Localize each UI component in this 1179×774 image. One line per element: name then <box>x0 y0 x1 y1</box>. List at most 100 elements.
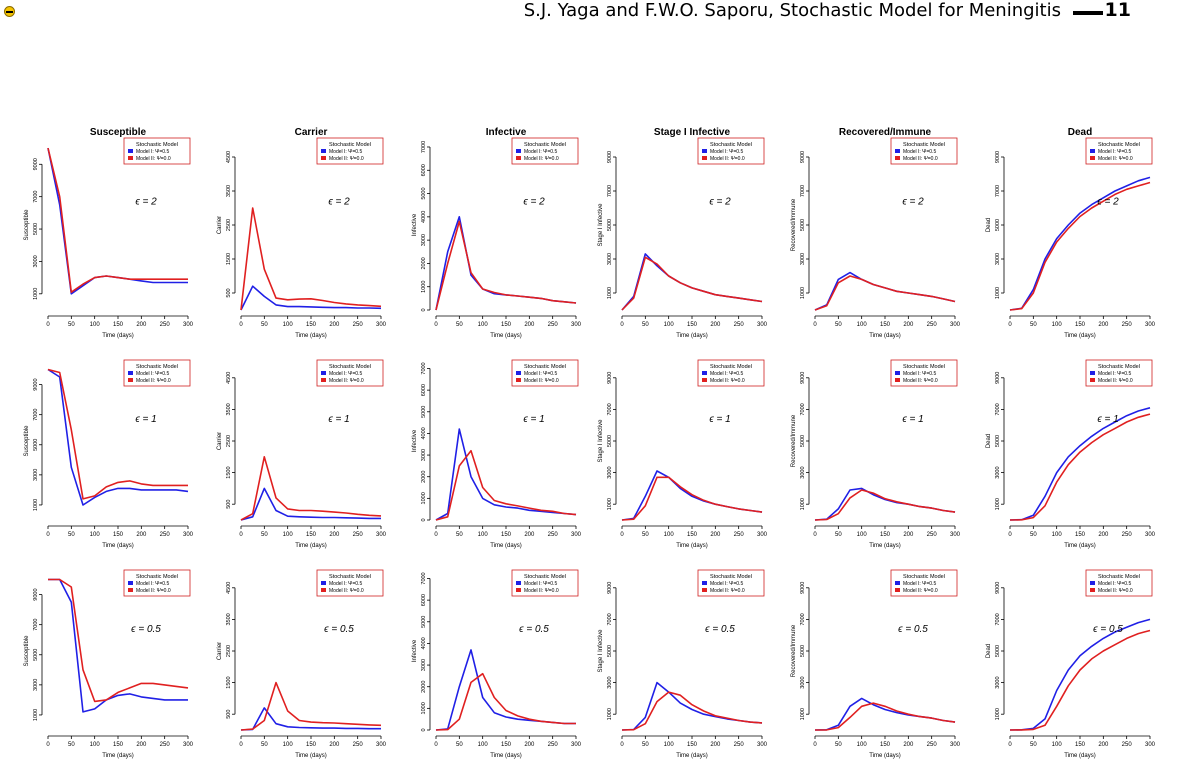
y-tick-label: 4000 <box>421 637 427 649</box>
column-title: Susceptible <box>90 127 147 138</box>
y-tick-label: 0 <box>421 308 427 311</box>
legend-entry: Model I: Ψ=0.5 <box>710 581 743 587</box>
y-axis-label: Carrier <box>217 642 223 660</box>
y-tick-label: 7000 <box>607 185 613 197</box>
y-tick-label: 1000 <box>995 498 1001 510</box>
column-title: Carrier <box>295 127 328 138</box>
legend-swatch-model-i <box>1090 371 1095 375</box>
legend-entry: Model I: Ψ=0.5 <box>903 371 936 377</box>
y-tick-label: 5000 <box>607 435 613 447</box>
epsilon-label: ϵ = 0.5 <box>519 624 549 635</box>
header-rule <box>1073 11 1103 15</box>
x-tick-label: 100 <box>478 322 489 328</box>
y-tick-label: 5000 <box>421 406 427 418</box>
series-line-model-ii <box>48 578 189 703</box>
legend-entry: Model II: Ψ=0.0 <box>524 588 559 594</box>
y-tick-label: 7000 <box>421 362 427 374</box>
x-tick-label: 250 <box>160 742 171 748</box>
legend-entry: Model I: Ψ=0.5 <box>1098 371 1131 377</box>
legend-box <box>697 569 765 597</box>
y-tick-label: 3000 <box>607 676 613 688</box>
legend-swatch-model-i <box>895 581 900 585</box>
legend-title: Stochastic Model <box>136 574 178 580</box>
x-tick-label: 0 <box>813 322 817 328</box>
legend-box <box>123 137 191 165</box>
legend-title: Stochastic Model <box>524 364 566 370</box>
x-tick-label: 250 <box>160 532 171 538</box>
y-tick-label: 0 <box>421 728 427 731</box>
x-tick-label: 300 <box>183 742 194 748</box>
x-tick-label: 150 <box>113 322 124 328</box>
y-tick-label: 5000 <box>421 616 427 628</box>
legend-entry: Model II: Ψ=0.0 <box>710 156 745 162</box>
legend-swatch-model-i <box>321 371 326 375</box>
x-tick-label: 200 <box>329 532 340 538</box>
x-tick-label: 200 <box>710 742 721 748</box>
legend-swatch-model-i <box>516 581 521 585</box>
x-tick-label: 150 <box>880 322 891 328</box>
epsilon-label: ϵ = 2 <box>709 197 731 208</box>
series-line-model-i <box>1009 407 1151 521</box>
x-tick-label: 150 <box>113 742 124 748</box>
epsilon-label: ϵ = 1 <box>328 414 349 425</box>
x-tick-label: 250 <box>353 742 364 748</box>
series-line-model-i <box>1009 176 1151 311</box>
legend-entry: Model II: Ψ=0.0 <box>329 588 364 594</box>
legend-entry: Model I: Ψ=0.5 <box>710 371 743 377</box>
legend-title: Stochastic Model <box>903 142 945 148</box>
y-tick-label: 1000 <box>607 287 613 299</box>
x-tick-label: 0 <box>813 532 817 538</box>
series-line-model-i <box>435 428 577 521</box>
legend-entry: Model I: Ψ=0.5 <box>1098 581 1131 587</box>
x-tick-label: 200 <box>136 742 147 748</box>
series-line-model-ii <box>240 681 382 731</box>
x-tick-label: 100 <box>1052 742 1063 748</box>
legend-swatch-model-i <box>321 581 326 585</box>
y-tick-label: 5000 <box>33 649 39 661</box>
y-tick-label: 0 <box>421 518 427 521</box>
legend-swatch-model-ii <box>516 588 521 592</box>
series-line-model-i <box>47 368 189 506</box>
epsilon-label: ϵ = 1 <box>902 414 923 425</box>
y-tick-label: 3000 <box>607 466 613 478</box>
legend-entry: Model I: Ψ=0.5 <box>524 581 557 587</box>
y-tick-label: 7000 <box>995 403 1001 415</box>
series-line-model-i <box>814 697 956 731</box>
legend-entry: Model I: Ψ=0.5 <box>136 149 169 155</box>
y-tick-label: 1000 <box>995 287 1001 299</box>
y-tick-label: 3000 <box>607 253 613 265</box>
y-tick-label: 4500 <box>226 372 232 384</box>
legend-title: Stochastic Model <box>710 364 752 370</box>
series-line-model-ii <box>435 672 576 731</box>
y-tick-label: 3000 <box>995 253 1001 265</box>
legend-entry: Model II: Ψ=0.0 <box>710 378 745 384</box>
legend-title: Stochastic Model <box>1098 574 1140 580</box>
x-tick-label: 150 <box>880 742 891 748</box>
legend-swatch-model-i <box>895 371 900 375</box>
y-tick-label: 7000 <box>800 185 806 197</box>
x-tick-label: 100 <box>1052 322 1063 328</box>
legend-swatch-model-ii <box>702 378 707 382</box>
x-tick-label: 150 <box>501 532 512 538</box>
legend-title: Stochastic Model <box>329 142 371 148</box>
legend-title: Stochastic Model <box>524 574 566 580</box>
legend-entry: Model I: Ψ=0.5 <box>1098 149 1131 155</box>
x-tick-label: 300 <box>571 742 582 748</box>
y-tick-label: 9000 <box>607 151 613 163</box>
y-axis-label: Carrier <box>217 432 223 450</box>
series-line-model-ii <box>621 476 763 521</box>
legend-swatch-model-ii <box>702 156 707 160</box>
x-tick-label: 0 <box>239 742 243 748</box>
y-axis-label: Susceptible <box>24 209 30 241</box>
y-axis-label: Infective <box>412 429 418 452</box>
legend-box <box>316 359 384 387</box>
y-tick-label: 7000 <box>607 613 613 625</box>
legend-entry: Model I: Ψ=0.5 <box>329 581 362 587</box>
y-tick-label: 1000 <box>800 498 806 510</box>
x-tick-label: 300 <box>757 742 768 748</box>
x-tick-label: 300 <box>183 322 194 328</box>
legend-swatch-model-ii <box>895 588 900 592</box>
legend-entry: Model I: Ψ=0.5 <box>903 149 936 155</box>
y-tick-label: 1000 <box>800 287 806 299</box>
y-tick-label: 9000 <box>33 378 39 390</box>
